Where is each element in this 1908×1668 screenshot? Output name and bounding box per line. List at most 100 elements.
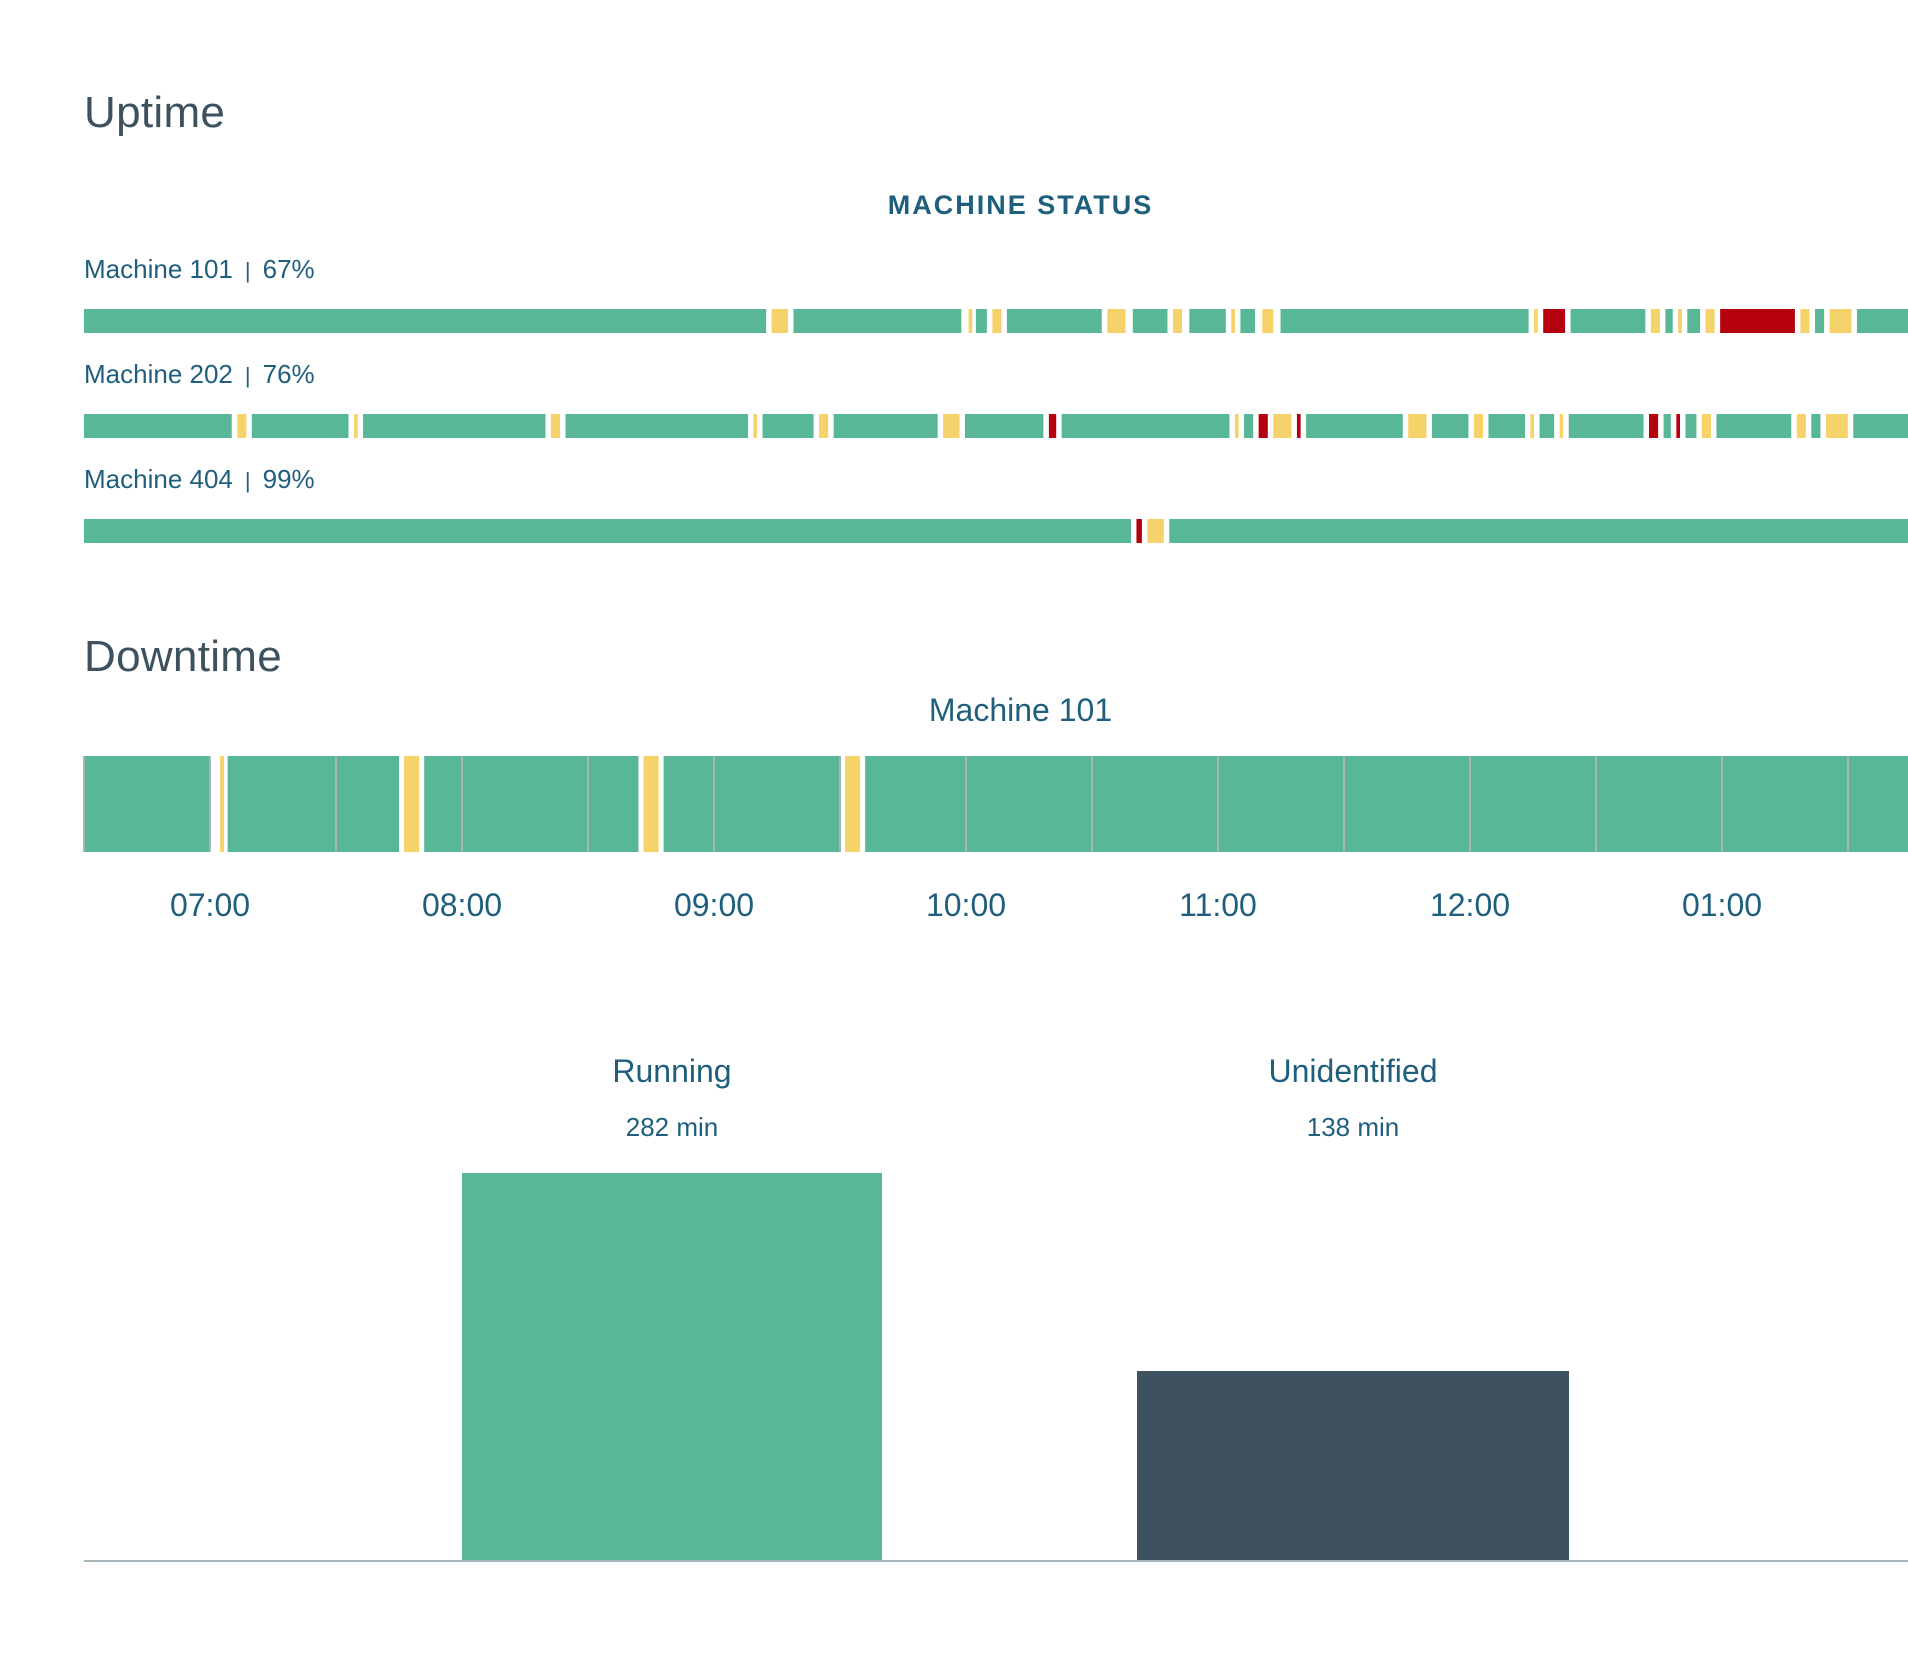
status-segment-running: [1663, 414, 1671, 438]
status-segment-down: [1296, 414, 1301, 438]
status-segment-running: [762, 414, 814, 438]
downtime-chart-title: Machine 101: [928, 692, 1113, 728]
timeline-segment-idle: [643, 756, 659, 852]
status-segment-idle: [1231, 309, 1235, 333]
status-segment-idle: [1273, 414, 1292, 438]
status-segment-down: [1543, 309, 1566, 333]
status-segment-down: [1720, 309, 1795, 333]
bar-value-label: 138 min: [1306, 1112, 1400, 1142]
status-segment-idle: [1650, 309, 1660, 333]
bar-category-label: Running: [612, 1053, 732, 1089]
status-segment-running: [1814, 309, 1825, 333]
machine-202-status-strip: [84, 414, 1908, 438]
bar-running: [462, 1173, 882, 1560]
status-segment-running: [1431, 414, 1469, 438]
status-segment-running: [1811, 414, 1821, 438]
timeline-segment-running: [663, 756, 840, 852]
status-segment-running: [1853, 414, 1908, 438]
status-segment-idle: [1530, 414, 1535, 438]
status-segment-idle: [1800, 309, 1810, 333]
status-segment-down: [1136, 519, 1142, 543]
status-segment-running: [363, 414, 546, 438]
timeline-segment-running: [865, 756, 1908, 852]
status-segment-running: [1006, 309, 1102, 333]
machine-202-label: Machine 202 | 76%: [84, 359, 315, 390]
bar-chart-baseline: [84, 1560, 1908, 1562]
status-segment-idle: [943, 414, 960, 438]
status-segment-running: [1189, 309, 1226, 333]
machine-202-name: Machine 202: [84, 359, 233, 389]
status-segment-down: [1648, 414, 1659, 438]
status-segment-idle: [1559, 414, 1564, 438]
status-segment-running: [251, 414, 349, 438]
downtime-heading: Downtime: [84, 632, 283, 681]
status-segment-running: [1306, 414, 1403, 438]
status-segment-running: [84, 309, 767, 333]
status-segment-idle: [353, 414, 358, 438]
status-segment-idle: [992, 309, 1002, 333]
status-segment-idle: [1262, 309, 1274, 333]
status-segment-idle: [771, 309, 789, 333]
status-segment-idle: [1408, 414, 1427, 438]
time-tick-label: 01:00: [1681, 887, 1763, 923]
status-segment-running: [84, 414, 232, 438]
downtime-timeline: [83, 756, 1908, 852]
status-segment-idle: [968, 309, 973, 333]
label-separator: |: [244, 258, 251, 283]
time-tick-label: 08:00: [421, 887, 503, 923]
uptime-heading: Uptime: [84, 88, 226, 137]
status-segment-down: [1258, 414, 1268, 438]
machine-101-uptime: 67%: [262, 254, 315, 284]
timeline-segment-running: [424, 756, 639, 852]
machine-101-name: Machine 101: [84, 254, 233, 284]
status-segment-idle: [1234, 414, 1239, 438]
status-segment-running: [1280, 309, 1529, 333]
status-segment-idle: [1825, 414, 1848, 438]
bar-label-group: Running 282 min: [612, 1053, 731, 1143]
status-segment-running: [1856, 309, 1908, 333]
time-tick-label: 10:00: [925, 887, 1007, 923]
status-segment-down: [1048, 414, 1057, 438]
status-segment-idle: [753, 414, 758, 438]
status-segment-running: [565, 414, 748, 438]
status-segment-idle: [550, 414, 561, 438]
status-segment-idle: [1705, 309, 1715, 333]
timeline-segment-running: [84, 756, 210, 852]
machine-404-name: Machine 404: [84, 464, 233, 494]
status-segment-running: [964, 414, 1044, 438]
timeline-segment-idle: [404, 756, 420, 852]
timeline-segment-running: [227, 756, 399, 852]
bar-label-group: Unidentified 138 min: [1269, 1053, 1438, 1143]
status-segment-running: [1539, 414, 1555, 438]
machine-202-uptime: 76%: [262, 359, 315, 389]
label-separator: |: [244, 363, 251, 388]
status-segment-running: [84, 519, 1131, 543]
bar-category-label: Unidentified: [1268, 1053, 1438, 1089]
status-segment-running: [833, 414, 938, 438]
time-tick-label: 07:00: [169, 887, 251, 923]
status-segment-running: [1685, 414, 1697, 438]
status-segment-running: [1240, 309, 1256, 333]
label-separator: |: [244, 468, 251, 493]
status-segment-running: [1244, 414, 1254, 438]
status-segment-idle: [237, 414, 247, 438]
status-segment-running: [1570, 309, 1646, 333]
machine-404-uptime: 99%: [262, 464, 315, 494]
status-segment-idle: [819, 414, 829, 438]
status-segment-running: [1061, 414, 1230, 438]
status-segment-idle: [1473, 414, 1484, 438]
machine-status-title: MACHINE STATUS: [887, 190, 1154, 220]
status-segment-running: [975, 309, 987, 333]
timeline-segment-idle: [845, 756, 861, 852]
status-segment-running: [793, 309, 962, 333]
machine-101-status-strip: [84, 309, 1908, 333]
status-segment-idle: [1796, 414, 1806, 438]
machine-404-label: Machine 404 | 99%: [84, 464, 315, 495]
status-segment-running: [1687, 309, 1701, 333]
time-tick-label: 11:00: [1179, 887, 1257, 923]
machine-101-label: Machine 101 | 67%: [84, 254, 315, 285]
status-segment-running: [1132, 309, 1168, 333]
bar-unidentified: [1137, 1370, 1569, 1560]
status-segment-idle: [1147, 519, 1164, 543]
status-segment-idle: [1107, 309, 1126, 333]
